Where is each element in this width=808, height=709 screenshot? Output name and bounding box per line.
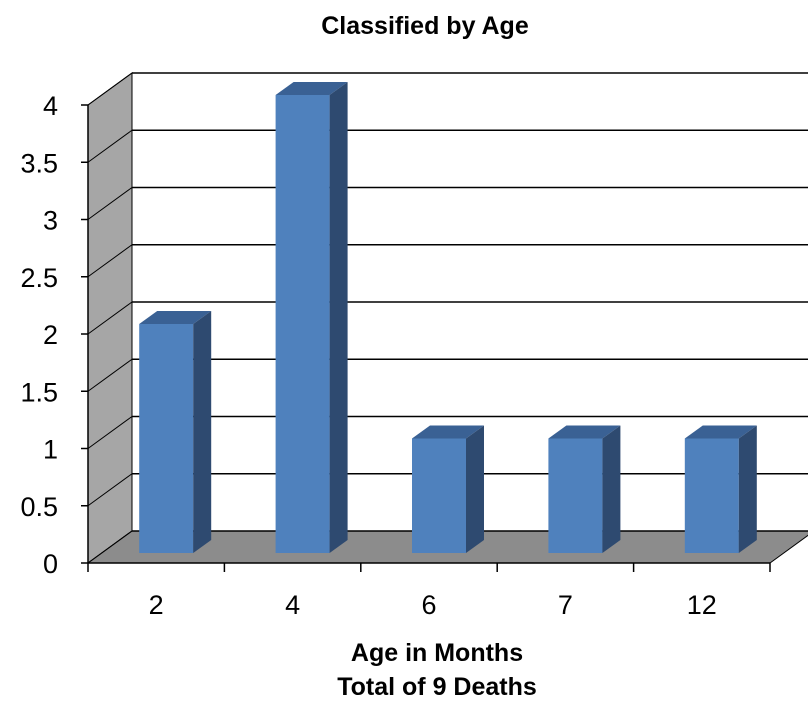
bar-front xyxy=(548,438,603,553)
bar-side xyxy=(193,311,212,553)
bar-side xyxy=(466,425,484,553)
bar-side xyxy=(602,425,621,553)
gridlines xyxy=(87,72,808,564)
bar xyxy=(684,425,757,553)
bar xyxy=(275,82,348,553)
x-tick-labels: 2 4 6 7 12 xyxy=(149,590,717,620)
y-tick-label: 2 xyxy=(43,320,58,350)
side-gridline xyxy=(87,187,133,220)
bar-side xyxy=(329,82,348,553)
axes xyxy=(81,104,771,572)
x-axis-title-line-2: Total of 9 Deaths xyxy=(337,673,537,701)
y-tick-label: 1 xyxy=(43,435,58,465)
bar xyxy=(548,425,621,553)
bar xyxy=(139,311,212,553)
bar-front xyxy=(139,324,194,553)
bar-front xyxy=(412,438,466,553)
y-tick-label: 4 xyxy=(43,91,58,121)
side-gridline xyxy=(87,301,133,335)
side-gridline xyxy=(87,72,133,106)
x-tick-label: 7 xyxy=(558,590,573,620)
bar-top xyxy=(548,425,621,439)
bar xyxy=(412,425,484,553)
side-gridline xyxy=(87,244,133,278)
x-tick-label: 4 xyxy=(285,590,300,620)
bar-top xyxy=(412,425,484,439)
bar-top xyxy=(684,425,757,439)
y-tick-label: 2.5 xyxy=(20,263,58,293)
chart-title: Classified by Age xyxy=(321,12,529,40)
bars xyxy=(139,82,757,553)
y-tick-label: 3.5 xyxy=(20,148,58,178)
side-gridline xyxy=(87,358,133,392)
side-gridline xyxy=(87,473,133,507)
x-tick-label: 12 xyxy=(687,590,717,620)
bar-side xyxy=(738,425,757,553)
y-tick-label: 1.5 xyxy=(20,377,58,407)
y-tick-label: 0 xyxy=(43,549,58,579)
side-gridline xyxy=(87,416,133,449)
side-gridline xyxy=(87,530,133,564)
y-tick-label: 0.5 xyxy=(20,492,58,522)
bar-top xyxy=(139,311,212,324)
side-gridline xyxy=(87,129,133,163)
y-tick-labels: 0 0.5 1 1.5 2 2.5 3 3.5 4 xyxy=(20,91,58,579)
bar-top xyxy=(275,82,348,95)
x-tick-label: 6 xyxy=(421,590,436,620)
bar-front xyxy=(275,95,330,553)
x-axis-title-line-1: Age in Months xyxy=(350,639,524,667)
bar-front xyxy=(684,438,739,553)
x-axis-title: Age in Months Total of 9 Deaths xyxy=(0,636,808,704)
y-tick-label: 3 xyxy=(43,206,58,236)
x-tick-label: 2 xyxy=(149,590,164,620)
